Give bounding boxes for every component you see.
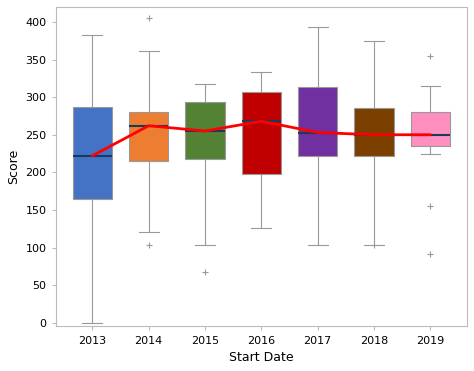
- PathPatch shape: [298, 87, 337, 156]
- PathPatch shape: [355, 108, 394, 156]
- Y-axis label: Score: Score: [7, 149, 20, 184]
- PathPatch shape: [242, 92, 281, 174]
- PathPatch shape: [185, 102, 225, 159]
- PathPatch shape: [129, 112, 168, 161]
- PathPatch shape: [410, 112, 450, 146]
- PathPatch shape: [73, 107, 112, 198]
- X-axis label: Start Date: Start Date: [229, 351, 294, 364]
